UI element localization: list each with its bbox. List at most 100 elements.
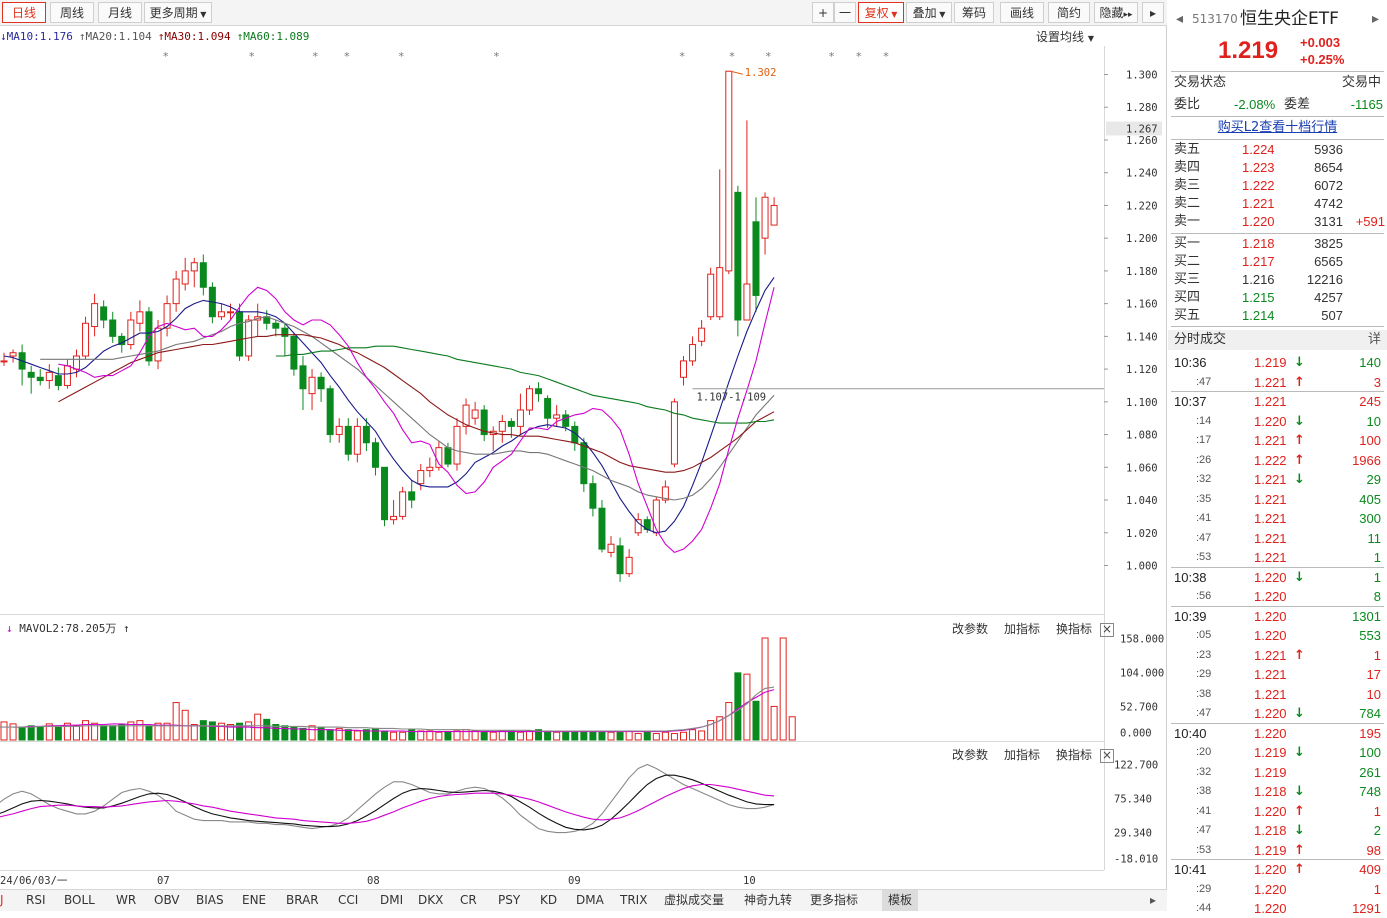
candle-body — [308, 376, 316, 395]
volume-bar — [698, 730, 706, 741]
indicator-tab-3[interactable]: OBV — [154, 893, 180, 907]
volume-bar — [525, 730, 533, 741]
volume-bar — [381, 730, 389, 741]
indicator-tab-4[interactable]: BIAS — [196, 893, 224, 907]
tick-group-divider — [1171, 605, 1384, 607]
ma-settings-button[interactable]: 设置均线 ▼ — [1036, 28, 1094, 48]
y-tick-label: 1.100 — [1126, 397, 1158, 409]
candle-body — [408, 491, 416, 501]
simple-mode-button[interactable]: 简约 — [1048, 2, 1090, 23]
ma-legend-item: ↑MA20:1.104 — [78, 30, 152, 43]
overlay-dropdown[interactable]: 叠加 ▼ — [906, 2, 952, 23]
collapse-panel-button[interactable]: ▸ — [1142, 2, 1164, 23]
bid-row[interactable]: 买四 1.215 4257 — [1168, 289, 1387, 307]
candle-body — [362, 425, 370, 444]
stock-code: 513170 — [1192, 12, 1238, 26]
price-chart[interactable]: 1.000 1.020 1.040 1.060 1.080 1.100 1.120 1.140… — [0, 0, 1167, 889]
candle-body — [607, 543, 615, 553]
ask-row[interactable]: 卖五 1.224 5936 — [1168, 141, 1387, 159]
indicator-tab-18[interactable]: 模板 — [882, 890, 919, 911]
volume-bar — [544, 730, 552, 741]
indicator-edit-params[interactable]: 改参数 — [952, 748, 989, 762]
indicator-tab-17[interactable]: 更多指标 — [810, 893, 859, 907]
tab-weekly[interactable]: 周线 — [50, 2, 94, 23]
tab-daily[interactable]: 日线 — [2, 2, 46, 23]
arrow-up-icon: ↑ — [1294, 803, 1305, 819]
volume-switch-indicator[interactable]: 换指标 — [1056, 622, 1093, 636]
volume-bar — [0, 721, 8, 741]
volume-bar — [625, 730, 633, 741]
candle-body — [299, 365, 307, 390]
zoom-out-button[interactable]: 一 — [834, 2, 856, 23]
volume-bar — [263, 718, 271, 741]
y-tick-label: 1.160 — [1126, 299, 1158, 311]
l2-purchase-link[interactable]: 购买L2查看十档行情 — [1217, 120, 1338, 135]
indicator-tab-15[interactable]: 虚拟成交量 — [664, 893, 725, 907]
bid-row[interactable]: 买二 1.217 6565 — [1168, 253, 1387, 271]
candle-body — [471, 409, 479, 419]
scroll-right-icon[interactable]: ▸ — [1150, 893, 1157, 907]
candle-body — [752, 221, 760, 296]
ask-row[interactable]: 卖三 1.222 6072 — [1168, 177, 1387, 195]
bid-row[interactable]: 买三 1.216 12216 — [1168, 271, 1387, 289]
volume-bar — [208, 721, 216, 741]
volume-bar — [299, 727, 307, 741]
order-ratio-row: 委比 -2.08% 委差 -1165 — [1168, 96, 1387, 114]
bid-row[interactable]: 买五 1.214 507 — [1168, 307, 1387, 325]
close-icon[interactable]: × — [1100, 622, 1115, 637]
chart-toolbar: 日线 周线 月线 更多周期 ▼ + 一 复权 ▼ 叠加 ▼ 筹码 画线 简约 隐… — [0, 0, 1167, 26]
indicator-tab-14[interactable]: TRIX — [620, 893, 648, 907]
more-periods-dropdown[interactable]: 更多周期 ▼ — [144, 2, 212, 23]
indicator-tab-13[interactable]: DMA — [576, 893, 604, 907]
zoom-in-button[interactable]: + — [812, 2, 834, 23]
book-volume: 6565 — [1314, 254, 1343, 269]
book-price: 1.217 — [1242, 254, 1275, 269]
indicator-tab-11[interactable]: PSY — [498, 893, 521, 907]
candle-body — [734, 191, 742, 321]
tick-time: :32 — [1196, 473, 1212, 485]
indicator-switch-indicator[interactable]: 换指标 — [1056, 748, 1093, 762]
tick-price: 1.221 — [1254, 394, 1287, 409]
tick-time: 10:41 — [1174, 862, 1207, 877]
indicator-tab-12[interactable]: KD — [540, 893, 558, 907]
candle-body — [417, 470, 425, 485]
volume-add-indicator[interactable]: 加指标 — [1004, 622, 1041, 636]
indicator-tab-10[interactable]: CR — [460, 893, 477, 907]
indicator-add-indicator[interactable]: 加指标 — [1004, 748, 1041, 762]
indicator-tab-8[interactable]: DMI — [380, 893, 404, 907]
ask-row[interactable]: 卖四 1.223 8654 — [1168, 159, 1387, 177]
volume-bar — [643, 731, 651, 741]
bid-row[interactable]: 买一 1.218 3825 — [1168, 235, 1387, 253]
volume-bar — [163, 722, 171, 741]
book-volume: 6072 — [1314, 178, 1343, 193]
indicator-tab-6[interactable]: BRAR — [286, 893, 319, 907]
hide-button[interactable]: 隐藏▸▸ — [1094, 2, 1138, 23]
tick-time: :35 — [1196, 492, 1212, 505]
ask-row[interactable]: 卖二 1.221 4742 — [1168, 195, 1387, 213]
x-axis-label: 08 — [367, 875, 380, 887]
arrow-up-icon: ↑ — [1294, 647, 1305, 663]
indicator-tab-2[interactable]: WR — [116, 893, 137, 907]
next-stock-icon[interactable]: ▸ — [1372, 11, 1380, 27]
indicator-tab-5[interactable]: ENE — [242, 893, 267, 907]
ticks-detail-button[interactable]: 详 — [1367, 332, 1381, 347]
indicator-tab-1[interactable]: BOLL — [64, 893, 95, 907]
prev-stock-icon[interactable]: ◂ — [1176, 11, 1184, 27]
close-icon[interactable]: × — [1100, 748, 1115, 763]
tab-monthly[interactable]: 月线 — [98, 2, 142, 23]
indicator-tab-0[interactable]: RSI — [26, 893, 46, 907]
indicator-tab-kdj[interactable]: J — [0, 893, 4, 907]
adjust-dropdown[interactable]: 复权 ▼ — [858, 2, 904, 23]
chips-button[interactable]: 筹码 — [954, 2, 994, 23]
volume-bar — [344, 729, 352, 741]
ask-row[interactable]: 卖一 1.220 3131 +591 — [1168, 213, 1387, 231]
indicator-tab-7[interactable]: CCI — [338, 893, 359, 907]
arrow-up-icon: ↑ — [122, 622, 130, 635]
candle-body — [236, 311, 244, 357]
indicator-tab-9[interactable]: DKX — [418, 893, 444, 907]
volume-edit-params[interactable]: 改参数 — [952, 622, 989, 636]
indicator-tab-16[interactable]: 神奇九转 — [744, 893, 793, 907]
event-marker-icon: * — [883, 50, 889, 63]
draw-line-button[interactable]: 画线 — [1000, 2, 1044, 23]
candle-body — [761, 196, 769, 239]
